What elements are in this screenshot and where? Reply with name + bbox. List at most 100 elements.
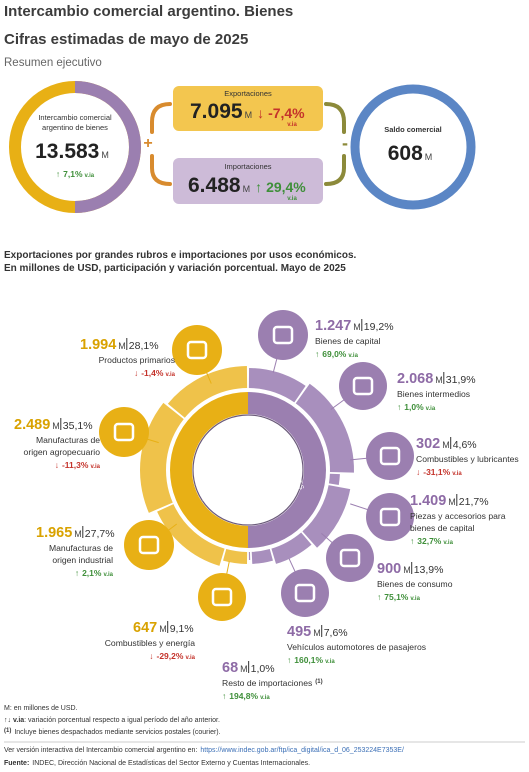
- exports-tag-part: v.ia: [287, 122, 297, 128]
- icon-glyph: [339, 548, 361, 568]
- sector-imports: [328, 473, 340, 486]
- icon-glyph: [352, 376, 374, 396]
- item-share: 35,1%: [63, 420, 93, 432]
- item-label-part: bienes de capital: [410, 523, 475, 533]
- item-variation: ↓ -31,1% v.ia: [416, 467, 462, 477]
- section-label-part: Resumen ejecutivo: [4, 57, 102, 69]
- item-value: 68 M: [222, 660, 248, 676]
- item-share-part: 35,1%: [63, 420, 93, 432]
- unit-note: M: en millones de USD.: [4, 705, 78, 712]
- item-value-part: 1.247: [315, 318, 351, 334]
- item-share: 31,9%: [446, 374, 476, 386]
- item-variation-part: -29,2%: [157, 651, 184, 661]
- brace: [324, 102, 346, 134]
- item-variation-part: v.ia: [443, 540, 453, 546]
- total-label-part: Intercambio comercial: [38, 113, 112, 122]
- item-label: Bienes de consumo: [377, 579, 453, 589]
- variation-note-part: v.ia: [13, 717, 24, 724]
- item-value-part: 900: [377, 561, 401, 577]
- item-variation: ↓ -11,3% v.ia: [55, 460, 101, 470]
- variation-note-part: : variación porcentual respecto a igual …: [24, 717, 220, 724]
- item-variation-part: -31,1%: [423, 467, 450, 477]
- total-variation-part: ↑: [56, 169, 60, 179]
- sector-exports: [167, 366, 248, 418]
- breakdown-heading: Exportaciones por grandes rubros e impor…: [4, 250, 357, 261]
- item-value: 1.409 M: [410, 493, 456, 509]
- item-value-part: 1.409: [410, 493, 446, 509]
- item-variation-part: ↑: [377, 592, 381, 602]
- sector-exports: [223, 549, 248, 564]
- item-variation-part: v.ia: [426, 406, 436, 412]
- breakdown-heading-part: Exportaciones por grandes rubros e impor…: [4, 250, 357, 261]
- item-value: 2.068 M: [397, 371, 443, 387]
- total-value-part: 13.583: [35, 140, 99, 163]
- item-label-part: Vehículos automotores de pasajeros: [287, 642, 426, 652]
- brace: [324, 154, 346, 186]
- balance-label: Saldo comercial: [384, 125, 442, 134]
- item-value-part: 1.994: [80, 337, 116, 353]
- footer-link-part: https://www.indec.gob.ar/ftp/ica_digital…: [200, 747, 404, 754]
- item-share-part: 1,0%: [251, 663, 275, 675]
- item-variation: ↑ 75,1% v.ia: [377, 592, 421, 602]
- item-label: Manufacturas de: [49, 543, 113, 553]
- sector-imports: [271, 532, 312, 564]
- total-value-part: M: [101, 150, 109, 160]
- item-label-part: Productos primarios: [99, 355, 175, 365]
- item-label: bienes de capital: [410, 523, 475, 533]
- item-variation: ↑ 1,0% v.ia: [397, 402, 436, 412]
- item-variation-part: 194,8%: [229, 691, 258, 701]
- sector-imports: [248, 368, 306, 403]
- exports-tag: v.ia: [287, 122, 297, 128]
- item-value-part: 302: [416, 436, 440, 452]
- item-variation: ↓ -29,2% v.ia: [149, 651, 195, 661]
- icon-glyph: [294, 583, 316, 603]
- imports-tag: v.ia: [287, 196, 297, 202]
- ring-label-exports: EXPORTACIONES: [202, 439, 209, 501]
- item-share-part: 13,9%: [414, 564, 444, 576]
- item-variation-part: 69,0%: [322, 349, 347, 359]
- exports-value-part: ↓: [257, 105, 264, 121]
- brace: [150, 154, 172, 186]
- item-value-part: M: [118, 341, 126, 351]
- item-share: 9,1%: [170, 623, 194, 635]
- item-share: 4,6%: [453, 439, 477, 451]
- item-value-part: M: [74, 529, 82, 539]
- total-value: 13.583 M: [35, 140, 109, 163]
- icon: [99, 407, 149, 457]
- balance-value-part: M: [425, 152, 433, 162]
- item-value-part: M: [403, 565, 411, 575]
- breakdown-heading-part: En millones de USD, participación y vari…: [4, 263, 346, 274]
- item-share: 19,2%: [364, 321, 394, 333]
- item-share-part: 31,9%: [446, 374, 476, 386]
- exports-box: [173, 86, 323, 131]
- item-label-part: Manufacturas de: [36, 435, 100, 445]
- item-variation: ↑ 32,7% v.ia: [410, 536, 454, 546]
- brace: [150, 102, 172, 134]
- item-value: 900 M: [377, 561, 411, 577]
- item-label-part: Combustibles y energía: [105, 638, 196, 648]
- title-part: Intercambio comercial argentino. Bienes: [4, 3, 293, 20]
- variation-note: ↑↓ v.ia: variación porcentual respecto a …: [4, 717, 220, 724]
- item-label: Vehículos automotores de pasajeros: [287, 642, 426, 652]
- exports-value-part: 7.095: [190, 100, 243, 123]
- total-label: argentino de bienes: [42, 123, 108, 132]
- item-variation-part: v.ia: [90, 464, 100, 470]
- icon: [366, 493, 414, 541]
- item-share-part: 27,7%: [85, 528, 115, 540]
- icon-glyph: [113, 422, 135, 442]
- footer-source-part: Fuente:: [4, 760, 29, 767]
- breakdown-donut: [99, 310, 414, 621]
- item-value-part: M: [240, 664, 248, 674]
- item-label: origen industrial: [52, 555, 113, 565]
- item-label: Bienes de capital: [315, 336, 381, 346]
- item-value-part: M: [313, 628, 321, 638]
- item-value-part: M: [52, 421, 60, 431]
- item-value-part: M: [435, 375, 443, 385]
- imports-value-part: M: [243, 184, 251, 194]
- item-variation-part: v.ia: [348, 353, 358, 359]
- item-value-part: 2.068: [397, 371, 433, 387]
- item-label-part: origen agropecuario: [24, 447, 101, 457]
- item-variation-part: 160,1%: [294, 655, 323, 665]
- item-variation-part: v.ia: [452, 471, 462, 477]
- footer-link: Ver versión interactiva del Intercambio …: [4, 747, 404, 754]
